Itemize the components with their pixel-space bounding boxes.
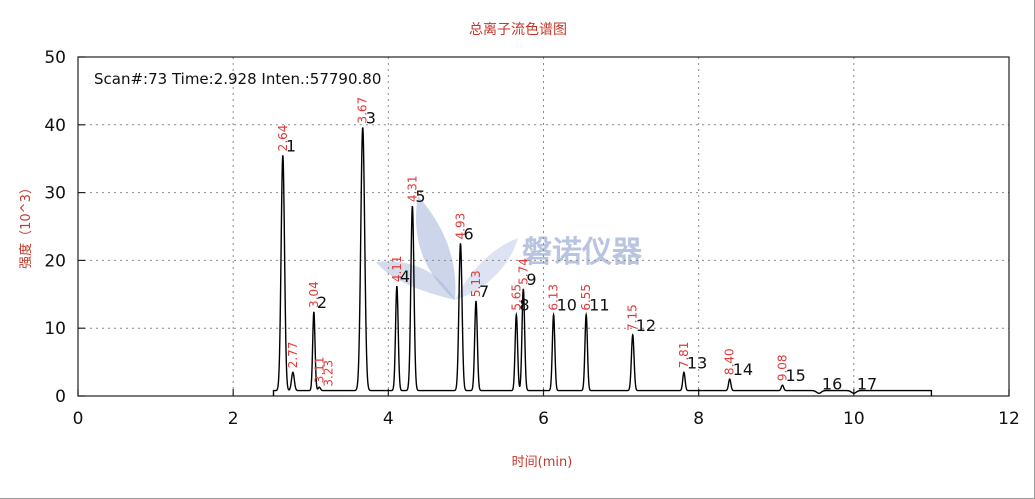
- y-tick-label: 10: [44, 319, 66, 339]
- peak-rt-label: 6.13: [547, 284, 561, 311]
- watermark-text: 磐诺仪器: [522, 235, 643, 270]
- peak-rt-label: 5.13: [469, 270, 483, 297]
- peak-rt-label: 3.04: [307, 281, 321, 308]
- peak-rt-label: 3.67: [356, 97, 370, 124]
- peak-rt-label: 3.23: [322, 360, 336, 387]
- watermark-leaf: [376, 261, 455, 300]
- x-axis-title: 时间(min): [512, 455, 573, 470]
- x-tick-label: 0: [73, 409, 84, 429]
- peak-number-label: 16: [822, 374, 842, 393]
- peak-number-label: 6: [463, 224, 473, 243]
- grid: [78, 57, 1009, 396]
- peak-number-label: 15: [785, 366, 805, 385]
- x-tick-label: 8: [693, 409, 704, 429]
- peak-rt-label: 2.77: [286, 342, 300, 369]
- y-tick-label: 0: [55, 387, 66, 407]
- y-tick-label: 50: [44, 48, 66, 68]
- peak-rt-label: 8.40: [723, 348, 737, 375]
- x-tick-label: 10: [843, 409, 865, 429]
- peak-rt-label: 4.31: [405, 175, 419, 202]
- peak-number-label: 8: [519, 296, 529, 315]
- peak-number-label: 3: [366, 109, 376, 128]
- retention-time-labels: 2.64 2.77 3.04 3.113.23 3.67 4.11 4.31 4.93 5.13…: [276, 97, 790, 387]
- y-axis-title: 强度（10^3）: [18, 181, 34, 269]
- chromatogram-trace: [272, 127, 933, 396]
- watermark-leaf: [415, 196, 456, 300]
- peak-number-label: 11: [589, 296, 609, 315]
- peak-rt-label: 7.81: [677, 342, 691, 369]
- peak-number-label: 13: [687, 353, 707, 372]
- watermark-leaf: [455, 238, 518, 300]
- scan-info-text: Scan#:73 Time:2.928 Inten.:57790.80: [94, 70, 381, 88]
- peak-rt-label: 2.64: [276, 125, 290, 152]
- peak-number-label: 1: [286, 136, 296, 155]
- peak-rt-label: 3.11: [312, 356, 326, 383]
- peak-rt-label: 9.08: [775, 354, 789, 381]
- peak-number-label: 17: [857, 374, 877, 393]
- x-tick-label: 6: [538, 409, 549, 429]
- peak-number-label: 14: [733, 360, 753, 379]
- peak-number-label: 9: [526, 270, 536, 289]
- peak-number-label: 7: [479, 282, 489, 301]
- y-tick-label: 30: [44, 184, 66, 204]
- peak-rt-label: 4.93: [453, 213, 467, 240]
- y-tick-label: 20: [44, 251, 66, 271]
- peak-number-label: 10: [557, 296, 577, 315]
- peak-rt-label: 6.55: [579, 284, 593, 311]
- peak-rt-label: 7.15: [626, 304, 640, 331]
- peak-number-label: 5: [415, 187, 425, 206]
- peak-rt-label: 5.74: [516, 258, 530, 285]
- x-tick-label: 4: [383, 409, 394, 429]
- axes: [77, 56, 1010, 397]
- peak-number-label: 2: [317, 293, 327, 312]
- peak-number-label: 4: [400, 267, 410, 286]
- peak-rt-label: 4.11: [390, 255, 404, 282]
- peak-rt-label: 5.65: [509, 284, 523, 311]
- y-tick-label: 40: [44, 116, 66, 136]
- x-tick-label: 2: [228, 409, 239, 429]
- x-tick-label: 12: [998, 409, 1020, 429]
- chart-title: 总离子流色谱图: [469, 21, 567, 38]
- watermark-logo: 磐诺仪器: [376, 196, 643, 300]
- peak-number-label: 12: [636, 316, 656, 335]
